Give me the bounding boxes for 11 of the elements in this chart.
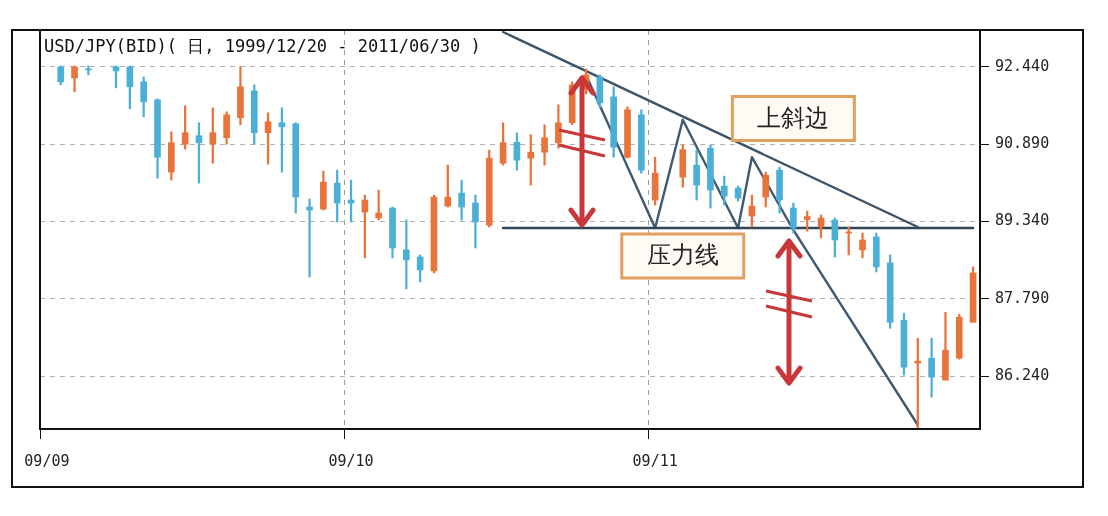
y-tick-label: 86.240 xyxy=(995,366,1050,385)
y-tick-label: 89.340 xyxy=(995,211,1050,230)
x-tick-label: 09/11 xyxy=(632,451,678,470)
series-label: 压力线 xyxy=(646,241,719,270)
x-tick-label: 09/09 xyxy=(24,451,70,470)
chart-title: USD/JPY(BID)( 日, 1999/12/20 - 2011/06/30 ) xyxy=(44,36,481,56)
y-tick-label: 87.790 xyxy=(995,288,1050,307)
y-tick-label: 90.890 xyxy=(995,134,1050,153)
x-tick-label: 09/10 xyxy=(328,451,374,470)
series-label: 上斜边 xyxy=(757,103,830,132)
y-tick-label: 92.440 xyxy=(995,56,1050,75)
